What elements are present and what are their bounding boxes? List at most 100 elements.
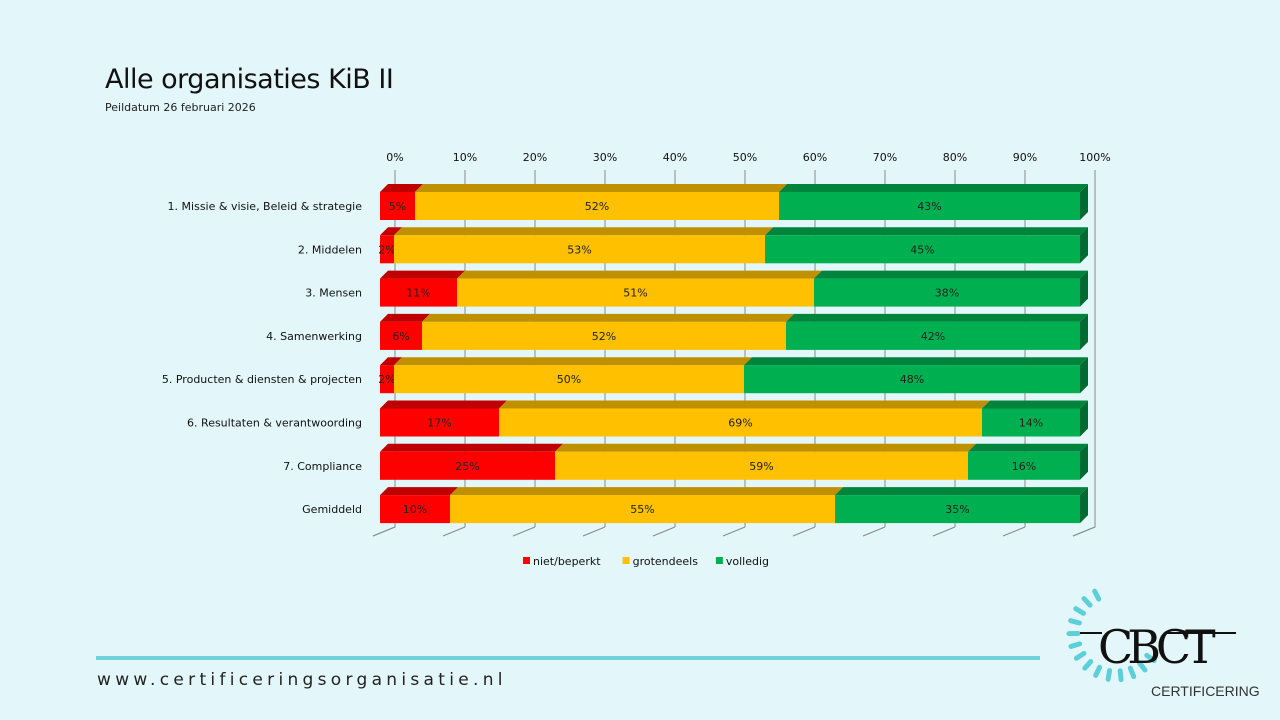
category-label: 5. Producten & diensten & projecten xyxy=(162,373,362,386)
category-label: Gemiddeld xyxy=(302,503,362,516)
bar-segment-niet-beperkt xyxy=(380,408,499,437)
data-label: 11% xyxy=(406,287,430,300)
data-label: 5% xyxy=(389,200,406,213)
category-label: 7. Compliance xyxy=(283,460,362,473)
floor-gridline xyxy=(512,526,536,537)
x-tick-label: 90% xyxy=(1013,151,1037,164)
x-tick-label: 0% xyxy=(386,151,403,164)
data-label: 52% xyxy=(592,330,616,343)
floor-gridline xyxy=(442,526,466,537)
bar-segment-grotendeels xyxy=(422,321,786,350)
data-label: 42% xyxy=(921,330,945,343)
bar-top xyxy=(786,313,1088,322)
bar-segment-niet-beperkt xyxy=(380,321,422,350)
stacked-bar-chart: 0% 10% 20% 30% 40% 50% 60% 70% 80% 90% 100% 1. Miss… xyxy=(162,151,1111,568)
bar-side xyxy=(1080,357,1088,394)
bar-top xyxy=(380,184,423,192)
bar-segment-volledig xyxy=(786,321,1080,350)
floor-gridline xyxy=(652,526,676,537)
x-tick-label: 20% xyxy=(523,151,547,164)
legend-label: grotendeels xyxy=(633,555,699,568)
floor-gridline xyxy=(792,526,816,537)
bar-segment-volledig xyxy=(814,278,1080,307)
bar-segment-volledig xyxy=(835,495,1080,524)
right-wall xyxy=(1072,170,1096,537)
data-label: 2% xyxy=(378,373,395,386)
bar-top xyxy=(450,487,843,496)
x-tick-label: 30% xyxy=(593,151,617,164)
data-label: 48% xyxy=(900,373,924,386)
bar-side xyxy=(1080,313,1088,350)
bar-side xyxy=(1080,487,1088,524)
bar-top xyxy=(457,270,822,279)
bar-segment-volledig xyxy=(765,235,1080,264)
data-label: 52% xyxy=(585,200,609,213)
bar-segment-grotendeels xyxy=(394,235,765,264)
bar-side xyxy=(1080,184,1088,220)
x-tick-label: 80% xyxy=(943,151,967,164)
legend-swatch xyxy=(523,557,530,564)
floor-gridline xyxy=(862,526,886,537)
category-label: 1. Missie & visie, Beleid & strategie xyxy=(168,200,363,213)
bar-top xyxy=(779,184,1088,192)
data-label: 43% xyxy=(917,200,941,213)
data-label: 6% xyxy=(392,330,409,343)
bar-top xyxy=(380,227,402,236)
bar-side xyxy=(1080,443,1088,480)
bar-segment-volledig xyxy=(968,451,1080,480)
bar-top xyxy=(380,487,458,496)
bar-segment-volledig xyxy=(982,408,1080,437)
bar-top xyxy=(380,443,563,452)
bar-top xyxy=(394,227,773,236)
bar-top xyxy=(422,313,794,322)
cbct-logo: CBCT CERTIFICERING xyxy=(1066,588,1260,699)
footer-url[interactable]: www.certificeringsorganisatie.nl xyxy=(97,670,507,690)
legend-label: volledig xyxy=(726,555,769,568)
bar-segment-grotendeels xyxy=(415,192,779,220)
page-subtitle: Peildatum 26 februari 2026 xyxy=(105,101,256,114)
floor-gridline xyxy=(1002,526,1026,537)
bar-top xyxy=(415,184,787,192)
category-label: 2. Middelen xyxy=(298,243,362,256)
category-label: 6. Resultaten & verantwoording xyxy=(187,417,362,430)
bar-top xyxy=(394,357,752,366)
x-tick-label: 60% xyxy=(803,151,827,164)
floor-gridline xyxy=(582,526,606,537)
bar-segment-niet-beperkt xyxy=(380,278,457,307)
x-tick-label: 70% xyxy=(873,151,897,164)
bar-top xyxy=(380,313,430,322)
x-tick-label: 40% xyxy=(663,151,687,164)
legend-label: niet/beperkt xyxy=(533,555,601,568)
data-label: 2% xyxy=(378,243,395,256)
bar-segment-niet-beperkt xyxy=(380,192,415,220)
floor-gridline xyxy=(932,526,956,537)
bar-segment-grotendeels xyxy=(394,365,744,394)
floor-gridline xyxy=(372,526,396,537)
bar-segment-grotendeels xyxy=(457,278,814,307)
y-axis-wall xyxy=(372,170,396,537)
category-label: 3. Mensen xyxy=(305,287,362,300)
x-tick-label: 100% xyxy=(1079,151,1110,164)
x-tick-label: 10% xyxy=(453,151,477,164)
data-label: 59% xyxy=(749,460,773,473)
bar-top xyxy=(814,270,1088,279)
bar-top xyxy=(380,357,402,366)
bar-top xyxy=(380,400,507,409)
data-label: 17% xyxy=(427,417,451,430)
bar-top xyxy=(380,270,465,279)
floor-gridline xyxy=(722,526,746,537)
data-label: 16% xyxy=(1012,460,1036,473)
bar-top xyxy=(499,400,990,409)
data-label: 25% xyxy=(455,460,479,473)
bar-top xyxy=(982,400,1088,409)
bar-top xyxy=(744,357,1088,366)
logo-subtext: CERTIFICERING xyxy=(1151,683,1260,699)
category-label: 4. Samenwerking xyxy=(266,330,362,343)
bar-segment-niet-beperkt xyxy=(380,235,394,264)
svg-text:CBCT: CBCT xyxy=(1098,620,1216,674)
bar-side xyxy=(1080,270,1088,307)
data-label: 10% xyxy=(403,503,427,516)
bar-segment-niet-beperkt xyxy=(380,365,394,394)
bar-segment-grotendeels xyxy=(555,451,968,480)
data-label: 69% xyxy=(728,417,752,430)
